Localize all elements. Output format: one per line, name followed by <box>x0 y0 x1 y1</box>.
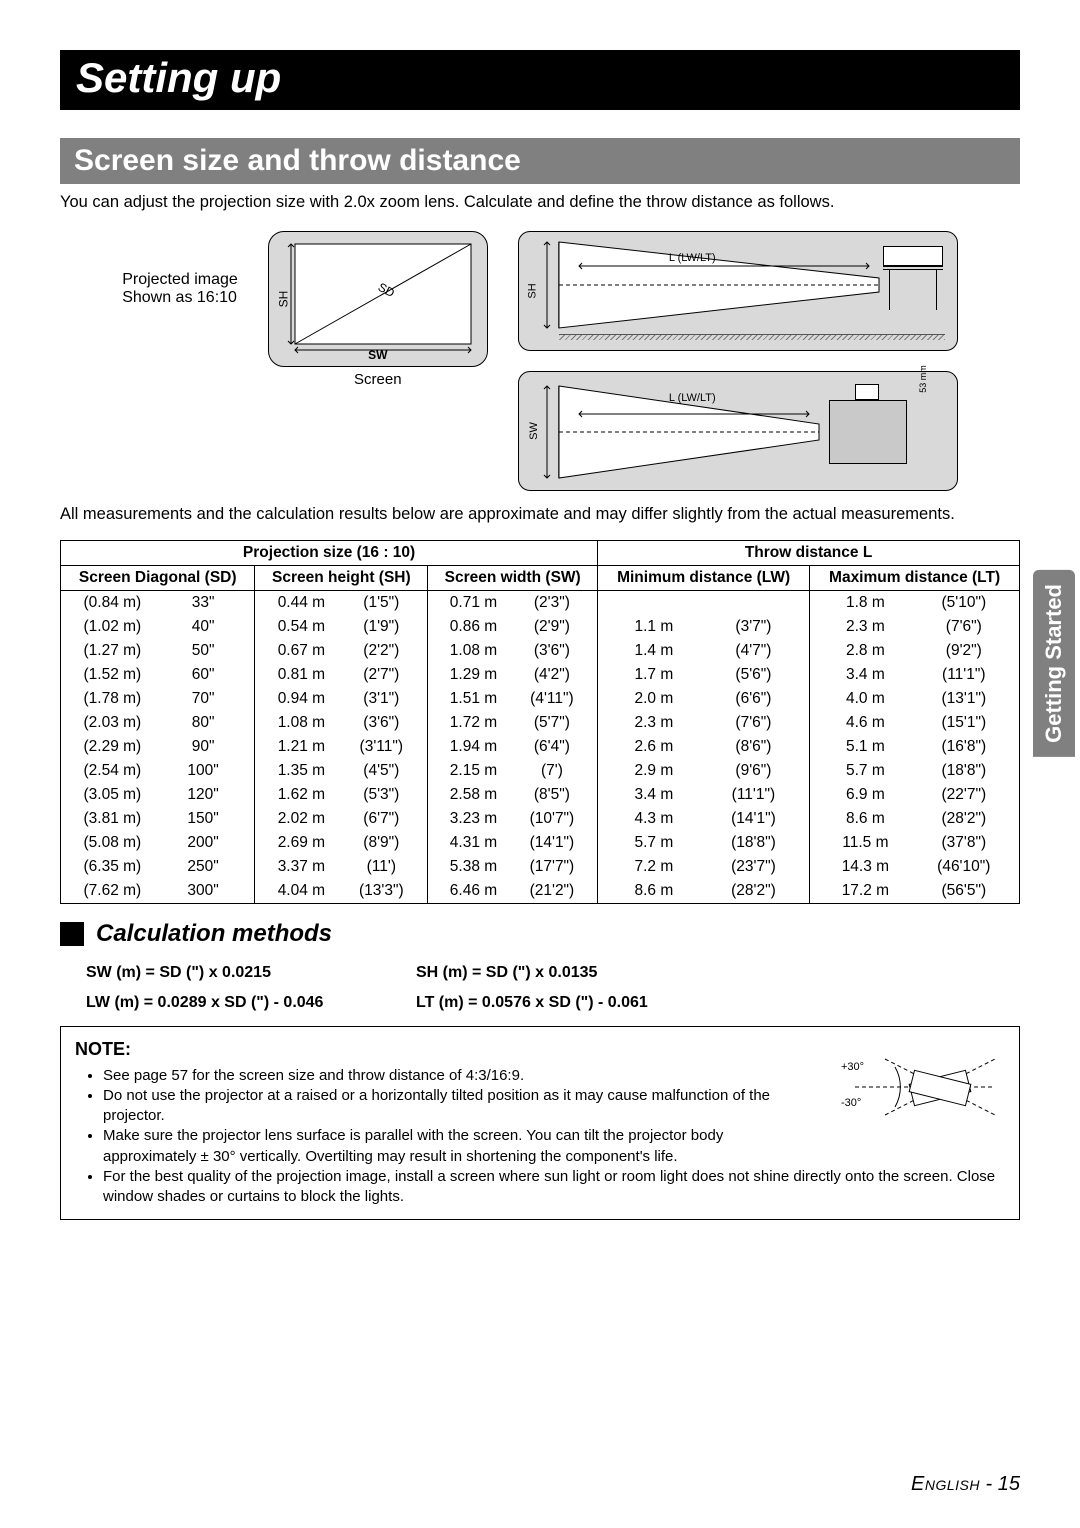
square-bullet-icon <box>60 922 84 946</box>
footer-lang: English <box>911 1473 980 1495</box>
table-row: (5.08 m)200"2.69 m(8'9")4.31 m(14'1")5.7… <box>61 831 1020 855</box>
sw-label: SW <box>368 348 387 362</box>
angle-pos: +30° <box>841 1061 864 1073</box>
calc-lt: LT (m) = 0.0576 x SD (") - 0.061 <box>416 994 736 1012</box>
table-row: (2.03 m)80"1.08 m(3'6")1.72 m(5'7")2.3 m… <box>61 711 1020 735</box>
ceiling-mount-icon <box>829 400 907 464</box>
intro-text: You can adjust the projection size with … <box>60 192 1020 213</box>
calc-sw: SW (m) = SD (") x 0.0215 <box>86 964 386 982</box>
sw-label-vert: SW <box>528 423 540 441</box>
l-label-2: L (LW/LT) <box>669 392 716 404</box>
throw-diagram-table: SH L (LW/LT) <box>518 231 958 351</box>
l-label-1: L (LW/LT) <box>669 252 716 264</box>
throw-diagram-ceiling: SW L (LW/LT) 53 mm <box>518 371 958 491</box>
projected-label-2: Shown as 16:10 <box>122 289 238 307</box>
footer-page: - 15 <box>980 1473 1020 1495</box>
sh-label: SH <box>276 291 290 308</box>
table-row: (1.78 m)70"0.94 m(3'1")1.51 m(4'11")2.0 … <box>61 687 1020 711</box>
table-row: (7.62 m)300"4.04 m(13'3")6.46 m(21'2")8.… <box>61 879 1020 904</box>
th-throw: Throw distance L <box>598 540 1020 565</box>
table-row: (3.05 m)120"1.62 m(5'3")2.58 m(8'5")3.4 … <box>61 783 1020 807</box>
th-lt: Maximum distance (LT) <box>810 565 1020 590</box>
table-row: (2.54 m)100"1.35 m(4'5")2.15 m(7')2.9 m(… <box>61 759 1020 783</box>
page-title: Setting up <box>60 50 1020 110</box>
table-row: (1.27 m)50"0.67 m(2'2")1.08 m(3'6")1.4 m… <box>61 639 1020 663</box>
mm-label: 53 mm <box>918 366 928 394</box>
table-row: (0.84 m)33"0.44 m(1'5")0.71 m(2'3")1.8 m… <box>61 590 1020 615</box>
measurement-note: All measurements and the calculation res… <box>60 503 1020 525</box>
screen-diagram: SH SD SW Screen <box>268 231 488 367</box>
th-lw: Minimum distance (LW) <box>598 565 810 590</box>
th-sd: Screen Diagonal (SD) <box>61 565 255 590</box>
calc-sh: SH (m) = SD (") x 0.0135 <box>416 964 736 982</box>
projector-icon <box>883 246 943 266</box>
th-sh: Screen height (SH) <box>255 565 428 590</box>
side-tab: Getting Started <box>1033 570 1075 757</box>
table-row: (1.02 m)40"0.54 m(1'9")0.86 m(2'9")1.1 m… <box>61 615 1020 639</box>
th-projection: Projection size (16 : 10) <box>61 540 598 565</box>
page-footer: English - 15 <box>911 1473 1020 1496</box>
throw-distance-table: Projection size (16 : 10) Throw distance… <box>60 540 1020 904</box>
projected-label-1: Projected image <box>122 271 238 289</box>
diagram-area: Projected image Shown as 16:10 SH SD SW <box>60 231 1020 491</box>
note-box: NOTE: See page 57 for the screen size an… <box>60 1026 1020 1221</box>
note-item: For the best quality of the projection i… <box>103 1167 1005 1208</box>
section-heading: Screen size and throw distance <box>60 138 1020 184</box>
table-row: (2.29 m)90"1.21 m(3'11")1.94 m(6'4")2.6 … <box>61 735 1020 759</box>
sh-label-2: SH <box>526 284 538 299</box>
table-row: (3.81 m)150"2.02 m(6'7")3.23 m(10'7")4.3… <box>61 807 1020 831</box>
note-item: Make sure the projector lens surface is … <box>103 1126 1005 1167</box>
table-row: (1.52 m)60"0.81 m(2'7")1.29 m(4'2")1.7 m… <box>61 663 1020 687</box>
th-sw: Screen width (SW) <box>428 565 598 590</box>
angle-neg: -30° <box>841 1097 861 1109</box>
screen-label: Screen <box>354 371 402 388</box>
calc-heading: Calculation methods <box>60 920 1020 948</box>
tilt-diagram: +30° -30° <box>835 1049 1005 1125</box>
calc-lw: LW (m) = 0.0289 x SD (") - 0.046 <box>86 994 386 1012</box>
table-row: (6.35 m)250"3.37 m(11')5.38 m(17'7")7.2 … <box>61 855 1020 879</box>
calc-title: Calculation methods <box>96 920 332 948</box>
